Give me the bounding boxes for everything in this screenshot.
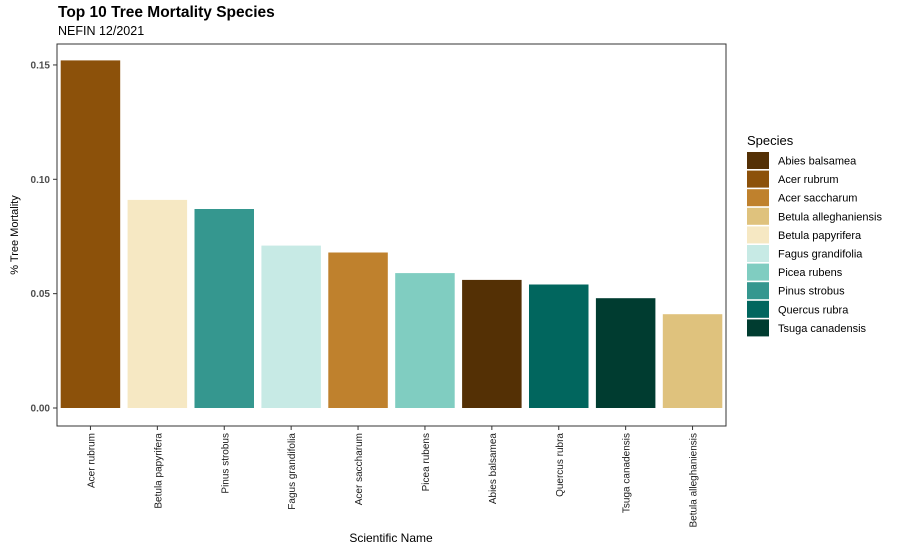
- x-tick-label: Tsuga canadensis: [622, 433, 633, 513]
- chart-subtitle: NEFIN 12/2021: [58, 24, 145, 38]
- legend-label: Acer rubrum: [778, 174, 839, 186]
- legend-label: Picea rubens: [778, 267, 843, 279]
- bar-quercus-rubra: [529, 284, 589, 408]
- legend-key: [747, 170, 769, 188]
- legend-key: [747, 152, 769, 169]
- x-tick-label: Betula papyrifera: [153, 433, 164, 509]
- legend-label: Pinus strobus: [778, 286, 845, 298]
- y-axis-title: % Tree Mortality: [9, 195, 21, 275]
- y-tick-label: 0.10: [31, 175, 51, 186]
- bar-fagus-grandifolia: [261, 245, 321, 408]
- y-tick-label: 0.00: [31, 404, 51, 415]
- x-tick-label: Picea rubens: [421, 433, 432, 491]
- bars-group: [60, 60, 723, 409]
- x-tick-label: Betula alleghaniensis: [689, 433, 700, 528]
- y-tick-label: 0.05: [31, 289, 51, 300]
- y-axis: 0.00 0.05 0.10 0.15: [31, 60, 57, 415]
- legend-key: [747, 226, 769, 244]
- x-tick-label: Fagus grandifolia: [287, 433, 298, 510]
- legend-label: Abies balsamea: [778, 156, 857, 168]
- legend-label: Tsuga canadensis: [778, 323, 867, 335]
- bar-abies-balsamea: [462, 279, 522, 408]
- legend-label: Betula alleghaniensis: [778, 211, 882, 223]
- legend: Species Abies balsamea Acer rubrum Acer sa…: [747, 133, 882, 337]
- x-axis-title: Scientific Name: [349, 531, 433, 545]
- legend-label: Betula papyrifera: [778, 230, 862, 242]
- legend-title: Species: [747, 133, 794, 148]
- legend-key: [747, 282, 769, 300]
- legend-key: [747, 263, 769, 281]
- x-tick-label: Abies balsamea: [488, 433, 499, 505]
- bar-tsuga-canadensis: [595, 298, 656, 408]
- x-tick-label: Acer rubrum: [86, 433, 97, 488]
- bar-betula-alleghaniensis: [662, 314, 723, 408]
- bar-acer-saccharum: [328, 252, 388, 408]
- bar-pinus-strobus: [194, 209, 254, 408]
- bar-betula-papyrifera: [127, 199, 188, 408]
- legend-key: [747, 300, 769, 318]
- legend-key: [747, 207, 769, 225]
- y-tick-label: 0.15: [31, 60, 51, 71]
- legend-key: [747, 319, 769, 337]
- legend-label: Acer saccharum: [778, 193, 857, 205]
- x-tick-label: Pinus strobus: [220, 433, 231, 494]
- bar-acer-rubrum: [60, 60, 121, 409]
- legend-key: [747, 245, 769, 262]
- x-tick-label: Acer saccharum: [354, 433, 365, 505]
- bar-picea-rubens: [395, 273, 455, 408]
- legend-label: Quercus rubra: [778, 304, 849, 316]
- x-tick-label: Quercus rubra: [555, 433, 566, 497]
- legend-key: [747, 189, 769, 207]
- x-axis: Acer rubrum Betula papyrifera Pinus strobu…: [86, 426, 700, 528]
- chart-title: Top 10 Tree Mortality Species: [58, 4, 275, 21]
- legend-label: Fagus grandifolia: [778, 249, 863, 261]
